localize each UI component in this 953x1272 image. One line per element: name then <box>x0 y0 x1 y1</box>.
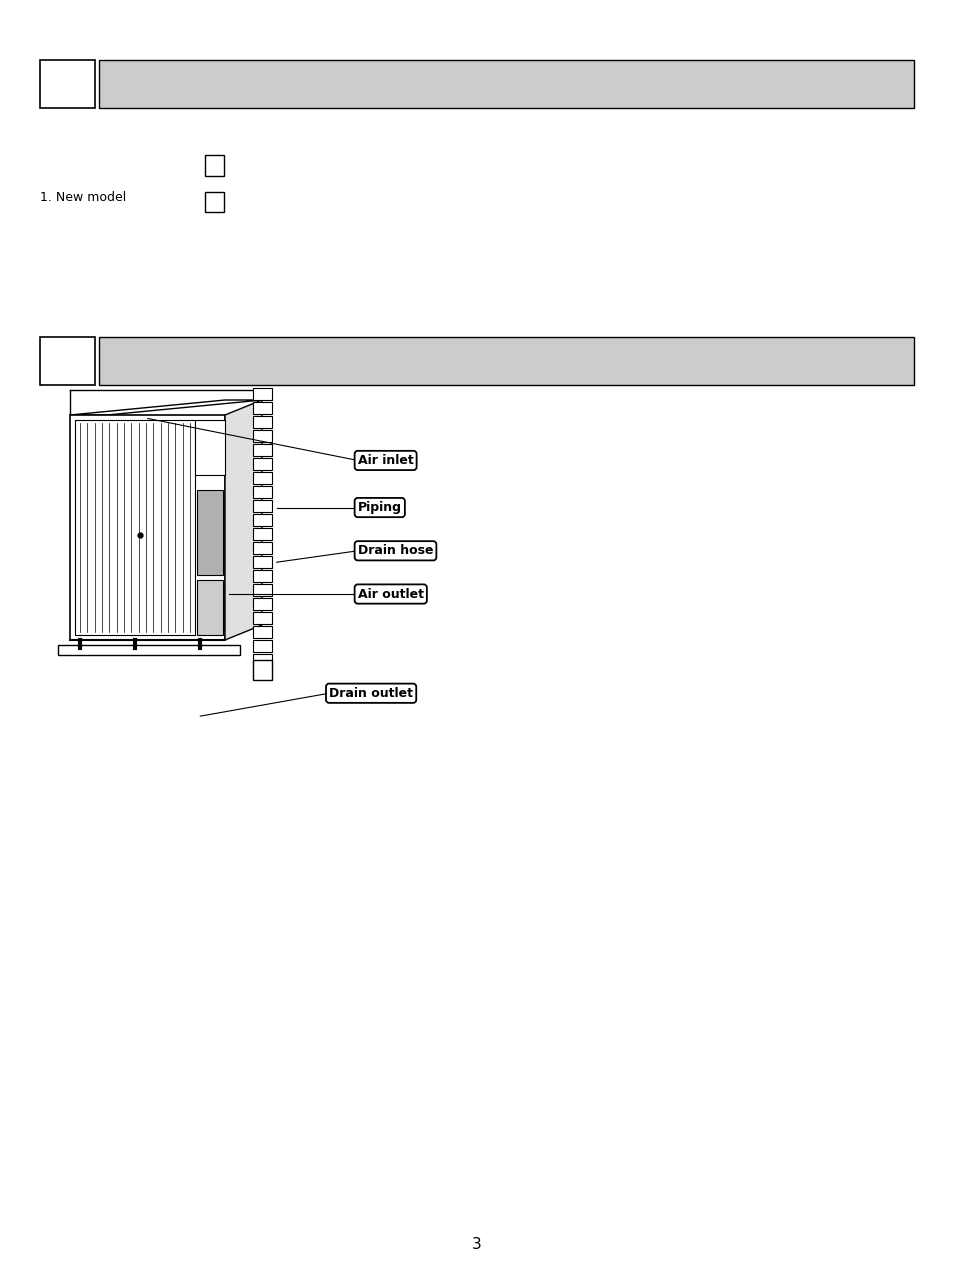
Polygon shape <box>253 542 272 555</box>
Text: Piping: Piping <box>357 501 401 514</box>
Text: 3: 3 <box>472 1236 481 1252</box>
Polygon shape <box>196 580 223 635</box>
Polygon shape <box>253 514 272 527</box>
FancyBboxPatch shape <box>99 337 913 385</box>
Polygon shape <box>253 660 272 681</box>
Polygon shape <box>253 556 272 569</box>
Polygon shape <box>253 640 272 653</box>
Text: Drain hose: Drain hose <box>357 544 433 557</box>
Polygon shape <box>225 399 262 640</box>
Polygon shape <box>253 458 272 469</box>
Text: Drain outlet: Drain outlet <box>329 687 413 700</box>
Text: Air outlet: Air outlet <box>357 588 423 600</box>
Polygon shape <box>253 416 272 427</box>
Polygon shape <box>253 500 272 513</box>
Polygon shape <box>196 490 223 575</box>
FancyBboxPatch shape <box>205 192 224 212</box>
Polygon shape <box>253 584 272 597</box>
Polygon shape <box>253 626 272 639</box>
Polygon shape <box>253 598 272 611</box>
Polygon shape <box>75 420 194 635</box>
Polygon shape <box>253 472 272 485</box>
Polygon shape <box>253 528 272 541</box>
FancyBboxPatch shape <box>40 60 95 108</box>
FancyBboxPatch shape <box>205 155 224 176</box>
Polygon shape <box>70 399 262 415</box>
Polygon shape <box>253 402 272 413</box>
Polygon shape <box>194 420 225 474</box>
Polygon shape <box>253 612 272 625</box>
Polygon shape <box>253 486 272 499</box>
FancyBboxPatch shape <box>40 337 95 385</box>
Text: Air inlet: Air inlet <box>357 454 413 467</box>
Polygon shape <box>253 430 272 441</box>
Polygon shape <box>253 654 272 667</box>
Polygon shape <box>253 444 272 455</box>
Text: 1. New model: 1. New model <box>40 191 126 204</box>
FancyBboxPatch shape <box>99 60 913 108</box>
Polygon shape <box>253 388 272 399</box>
Polygon shape <box>58 645 240 655</box>
Polygon shape <box>70 415 225 640</box>
Polygon shape <box>253 570 272 583</box>
